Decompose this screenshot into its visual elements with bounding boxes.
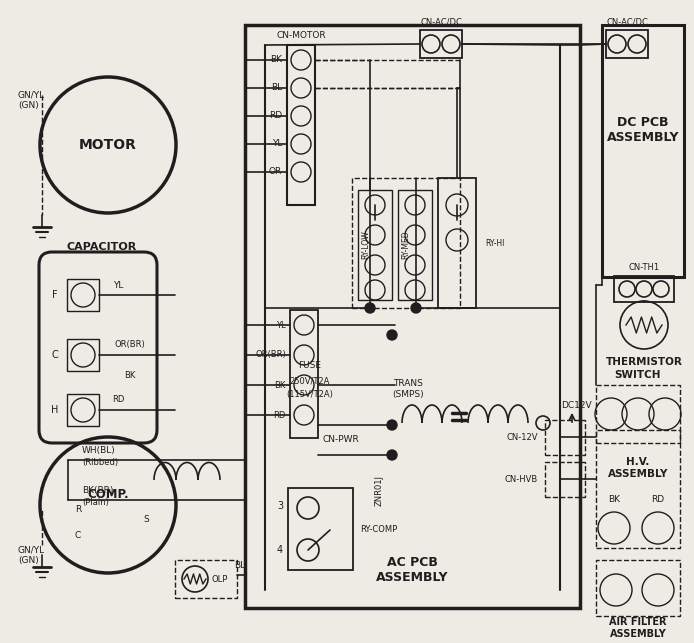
Text: AIR FILTER
ASSEMBLY: AIR FILTER ASSEMBLY [609, 617, 667, 638]
Text: RY-HI: RY-HI [485, 239, 505, 248]
Circle shape [411, 303, 421, 313]
Text: OR: OR [269, 167, 282, 176]
Text: COMP.: COMP. [87, 489, 129, 502]
Bar [602, 25, 684, 277]
Bar [358, 190, 392, 300]
Bar [290, 310, 318, 438]
Bar [420, 30, 462, 58]
Text: OR(BR): OR(BR) [115, 341, 145, 350]
Bar [545, 462, 585, 497]
Text: RD: RD [269, 111, 282, 120]
Text: ZNR01J: ZNR01J [375, 475, 384, 505]
Bar [175, 560, 237, 598]
Text: RY-COMP: RY-COMP [360, 525, 397, 534]
Text: CN-AC/DC: CN-AC/DC [606, 17, 648, 26]
Bar [67, 279, 99, 311]
Text: 250V/T2A: 250V/T2A [290, 377, 330, 386]
Bar [67, 339, 99, 371]
Text: BK(BR): BK(BR) [82, 485, 113, 494]
Text: BL: BL [271, 84, 282, 93]
Text: AC PCB
ASSEMBLY: AC PCB ASSEMBLY [375, 556, 448, 584]
Text: H.V.
ASSEMBLY: H.V. ASSEMBLY [608, 457, 668, 479]
Text: R: R [75, 505, 81, 514]
Text: BK: BK [270, 55, 282, 64]
Text: YL: YL [271, 140, 282, 149]
Text: YL: YL [276, 320, 286, 329]
Text: 3: 3 [277, 501, 283, 511]
Text: MOTOR: MOTOR [79, 138, 137, 152]
Circle shape [365, 303, 375, 313]
Text: CN-HVB: CN-HVB [505, 475, 538, 484]
Bar [596, 560, 680, 616]
Bar [606, 30, 648, 58]
Bar [245, 25, 580, 608]
Text: (Plain): (Plain) [82, 498, 109, 507]
Circle shape [387, 420, 397, 430]
Text: YL: YL [113, 280, 124, 289]
Text: (115V/T2A): (115V/T2A) [287, 390, 333, 399]
Text: CN-PWR: CN-PWR [323, 435, 359, 444]
Circle shape [387, 450, 397, 460]
Bar [398, 190, 432, 300]
Text: WH(BL): WH(BL) [82, 446, 116, 455]
Text: DC12V: DC12V [561, 401, 591, 410]
Text: CN-TH1: CN-TH1 [629, 264, 659, 273]
Text: S: S [143, 516, 149, 525]
Text: CAPACITOR: CAPACITOR [67, 242, 137, 252]
Text: OLP: OLP [212, 574, 228, 583]
Bar [614, 276, 674, 302]
Text: (SMPS): (SMPS) [392, 390, 424, 399]
Text: TRANS: TRANS [393, 379, 423, 388]
Text: C: C [75, 530, 81, 539]
Bar [287, 45, 315, 205]
Text: CN-MOTOR: CN-MOTOR [276, 30, 325, 39]
Text: SWITCH: SWITCH [615, 370, 661, 380]
Text: RY-LOW: RY-LOW [362, 231, 371, 259]
Text: BL: BL [235, 561, 246, 570]
Text: THERMISTOR: THERMISTOR [606, 357, 682, 367]
Bar [288, 488, 353, 570]
Text: RD: RD [652, 496, 665, 505]
Text: H: H [51, 405, 59, 415]
Text: FUSE: FUSE [298, 361, 321, 370]
Bar [352, 178, 460, 308]
Bar [438, 178, 476, 308]
Text: GN/YL
(GN): GN/YL (GN) [18, 545, 45, 565]
Text: DC PCB
ASSEMBLY: DC PCB ASSEMBLY [607, 116, 679, 144]
Text: RY-MED: RY-MED [402, 231, 410, 259]
Text: BK: BK [124, 370, 136, 379]
Text: OR(BR): OR(BR) [255, 350, 286, 359]
Bar [67, 394, 99, 426]
Text: GN/YL
(GN): GN/YL (GN) [18, 90, 45, 110]
Text: BK: BK [608, 496, 620, 505]
Text: BK: BK [275, 381, 286, 390]
Text: RD: RD [273, 410, 286, 419]
Bar [545, 420, 585, 455]
Bar [596, 430, 680, 548]
Text: (Ribbed): (Ribbed) [82, 458, 118, 467]
Text: CN-12V: CN-12V [507, 433, 538, 442]
Text: F: F [52, 290, 58, 300]
Text: RD: RD [112, 395, 124, 404]
Bar [596, 385, 680, 443]
Text: 4: 4 [277, 545, 283, 555]
Text: C: C [51, 350, 58, 360]
Text: CN-AC/DC: CN-AC/DC [420, 17, 462, 26]
Circle shape [387, 330, 397, 340]
